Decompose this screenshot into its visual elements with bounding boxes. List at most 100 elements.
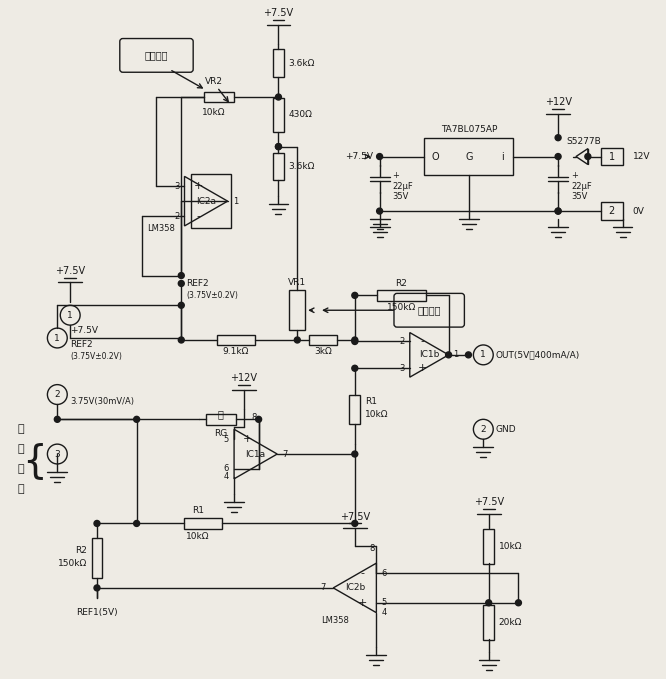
Text: 増益調整: 増益調整 xyxy=(418,306,441,315)
Circle shape xyxy=(555,208,561,214)
Circle shape xyxy=(555,153,561,160)
Text: 传: 传 xyxy=(218,409,224,420)
Text: 3: 3 xyxy=(174,182,180,191)
Text: OUT(5V、400mA/A): OUT(5V、400mA/A) xyxy=(496,350,579,359)
Text: 3: 3 xyxy=(400,364,405,373)
Text: -: - xyxy=(361,568,365,578)
Text: 2: 2 xyxy=(609,206,615,216)
Text: +12V: +12V xyxy=(230,373,257,383)
Bar xyxy=(601,147,623,166)
Text: +7.5V: +7.5V xyxy=(263,7,294,18)
Text: +: + xyxy=(358,598,368,608)
Text: 10kΩ: 10kΩ xyxy=(365,410,388,419)
Text: 20kΩ: 20kΩ xyxy=(499,618,522,627)
Text: +: + xyxy=(571,171,578,180)
Text: 接: 接 xyxy=(17,424,24,435)
Circle shape xyxy=(134,416,140,422)
Text: -: - xyxy=(420,337,424,346)
Circle shape xyxy=(352,337,358,343)
Text: 35V: 35V xyxy=(571,191,587,201)
Circle shape xyxy=(55,416,61,422)
Text: +: + xyxy=(418,363,427,373)
Text: IC2b: IC2b xyxy=(345,583,365,592)
Bar xyxy=(273,98,284,132)
Text: VR1: VR1 xyxy=(288,278,306,287)
Text: (3.75V±0.2V): (3.75V±0.2V) xyxy=(186,291,238,300)
Text: 150kΩ: 150kΩ xyxy=(58,559,87,568)
Circle shape xyxy=(94,585,100,591)
Text: 4: 4 xyxy=(224,472,229,481)
Text: RG: RG xyxy=(214,428,228,438)
Text: +: + xyxy=(243,434,252,444)
Text: +: + xyxy=(392,171,400,180)
Text: R1: R1 xyxy=(365,397,377,406)
Bar xyxy=(601,202,623,220)
Circle shape xyxy=(352,339,358,344)
Text: +7.5V: +7.5V xyxy=(340,511,370,521)
Text: R1: R1 xyxy=(192,506,204,515)
Circle shape xyxy=(352,293,358,298)
Text: 4: 4 xyxy=(382,608,386,617)
Text: 7: 7 xyxy=(282,449,288,458)
Text: 1: 1 xyxy=(232,197,238,206)
Text: 2: 2 xyxy=(174,212,180,221)
Text: S5277B: S5277B xyxy=(566,137,601,146)
Text: 10kΩ: 10kΩ xyxy=(186,532,210,541)
Circle shape xyxy=(377,208,382,214)
Bar xyxy=(350,394,360,424)
Text: IC2a: IC2a xyxy=(196,197,216,206)
Bar xyxy=(206,414,236,425)
Text: 0V: 0V xyxy=(633,206,645,215)
Text: LM358: LM358 xyxy=(147,224,174,233)
Text: +7.5V: +7.5V xyxy=(70,325,98,335)
Text: 10kΩ: 10kΩ xyxy=(202,109,226,117)
Text: +: + xyxy=(193,181,203,191)
Circle shape xyxy=(352,451,358,457)
Circle shape xyxy=(515,600,521,606)
Text: 感: 感 xyxy=(17,464,24,474)
Text: 22μF: 22μF xyxy=(392,182,413,191)
Text: 3.6kΩ: 3.6kΩ xyxy=(288,59,315,68)
Text: 器: 器 xyxy=(17,483,24,494)
Text: 2: 2 xyxy=(55,390,60,399)
Text: LM358: LM358 xyxy=(321,616,349,625)
Circle shape xyxy=(276,94,282,100)
Text: 传: 传 xyxy=(17,444,24,454)
Circle shape xyxy=(294,337,300,343)
Text: 1: 1 xyxy=(454,350,459,359)
Text: R2: R2 xyxy=(75,546,87,555)
Text: +7.5V: +7.5V xyxy=(474,496,503,507)
Circle shape xyxy=(352,521,358,526)
Bar xyxy=(217,335,254,346)
Bar xyxy=(309,335,337,346)
Bar xyxy=(204,92,234,103)
Text: 35V: 35V xyxy=(392,191,409,201)
Text: 3.6kΩ: 3.6kΩ xyxy=(288,162,315,171)
Circle shape xyxy=(178,280,184,287)
Circle shape xyxy=(555,134,561,141)
Text: 10kΩ: 10kΩ xyxy=(499,542,522,551)
Circle shape xyxy=(178,272,184,278)
Text: 1: 1 xyxy=(67,311,73,320)
Text: 22μF: 22μF xyxy=(571,182,592,191)
Circle shape xyxy=(352,365,358,371)
Text: 150kΩ: 150kΩ xyxy=(387,303,416,312)
Text: 1: 1 xyxy=(55,333,60,342)
Bar xyxy=(184,518,222,529)
Text: 零点調整: 零点調整 xyxy=(145,50,168,60)
Bar xyxy=(484,605,494,640)
Bar xyxy=(289,291,305,330)
Text: TA7BL075AP: TA7BL075AP xyxy=(441,125,497,134)
Text: 7: 7 xyxy=(320,583,325,592)
Text: (3.75V±0.2V): (3.75V±0.2V) xyxy=(70,352,122,361)
Text: IC1b: IC1b xyxy=(419,350,440,359)
Text: 5: 5 xyxy=(224,435,229,443)
Text: 5: 5 xyxy=(382,598,386,607)
Text: GND: GND xyxy=(496,425,516,434)
Circle shape xyxy=(276,144,282,149)
Text: O: O xyxy=(431,151,439,162)
Text: +12V: +12V xyxy=(545,97,571,107)
Circle shape xyxy=(466,352,472,358)
Bar xyxy=(91,538,103,578)
Circle shape xyxy=(377,153,382,160)
